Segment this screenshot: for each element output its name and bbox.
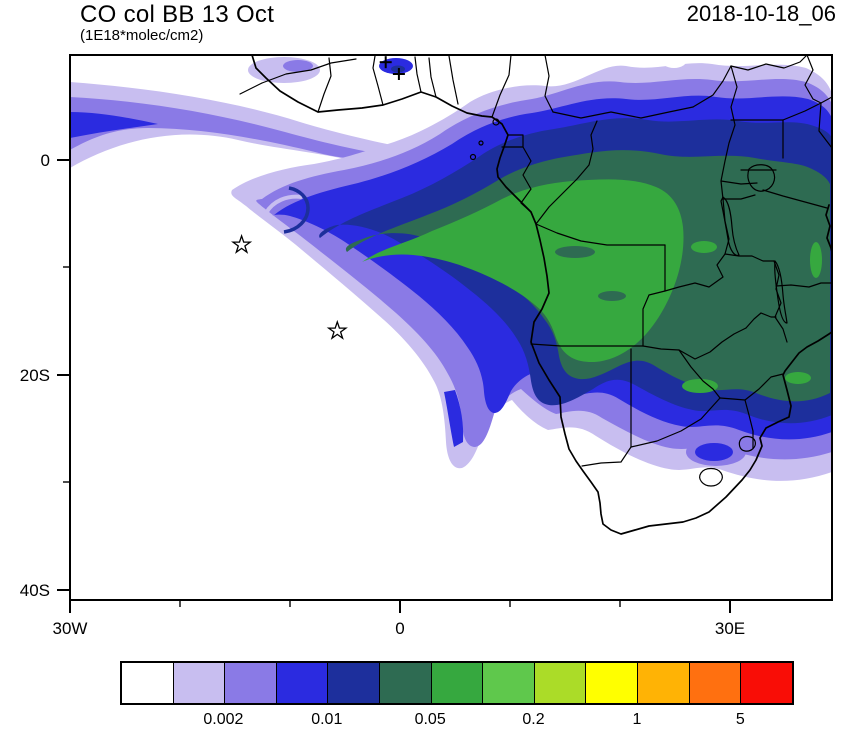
y-tick-label: 20S bbox=[20, 366, 50, 385]
lake-tanganyika bbox=[720, 196, 740, 256]
colorbar-cell bbox=[533, 663, 586, 703]
colorbar-cell bbox=[482, 663, 534, 703]
colorbar-cell bbox=[122, 663, 173, 703]
green-patch bbox=[691, 241, 717, 253]
y-tick-label: 40S bbox=[20, 581, 50, 600]
colorbar-cell bbox=[430, 663, 483, 703]
x-tick-label: 30E bbox=[715, 619, 745, 638]
colorbar-cell bbox=[172, 663, 225, 703]
teal-speckle bbox=[555, 246, 595, 258]
colorbar-cell bbox=[379, 663, 431, 703]
units-label: (1E18*molec/cm2) bbox=[80, 27, 204, 44]
colorbar-cell bbox=[327, 663, 380, 703]
white-gap bbox=[532, 55, 564, 73]
datetime-label: 2018-10-18_06 bbox=[686, 1, 836, 26]
south-africa-patch-inner bbox=[695, 443, 733, 461]
tail-streak bbox=[444, 390, 464, 447]
island-markers bbox=[231, 56, 405, 340]
x-tick-label: 30W bbox=[53, 619, 88, 638]
colorbar-cell bbox=[740, 663, 792, 703]
green-patch bbox=[682, 379, 718, 393]
plot-frame bbox=[69, 54, 833, 601]
lake-victoria bbox=[747, 164, 776, 192]
island-principe bbox=[478, 140, 484, 146]
white-gap bbox=[660, 55, 688, 68]
contour-level6-core bbox=[362, 179, 684, 363]
colorbar-cell bbox=[637, 663, 689, 703]
axis-ticks: 30W 0 30E 0 20S 40S bbox=[20, 151, 745, 638]
border-swaziland bbox=[738, 435, 756, 452]
contour-level3-band bbox=[70, 112, 158, 138]
border-lesotho bbox=[699, 467, 723, 487]
island-sao-tome bbox=[469, 153, 477, 161]
x-tick-label: 0 bbox=[395, 619, 404, 638]
y-tick-label: 0 bbox=[41, 151, 50, 170]
coastline-africa bbox=[251, 55, 832, 535]
star-marker bbox=[231, 233, 253, 254]
page-title: CO col BB 13 Oct bbox=[80, 1, 275, 28]
hook-swirl-dark bbox=[283, 186, 310, 234]
contour-level2-band bbox=[70, 97, 392, 160]
teal-speckle bbox=[598, 291, 626, 301]
lakes bbox=[720, 164, 788, 324]
sahel-patch bbox=[283, 60, 313, 72]
star-marker bbox=[326, 319, 348, 340]
colorbar-cell bbox=[688, 663, 741, 703]
colorbar-cell bbox=[585, 663, 638, 703]
island-bioko bbox=[492, 118, 500, 126]
lake-malawi bbox=[774, 260, 788, 324]
colorbar-cell bbox=[224, 663, 276, 703]
colorbar-cell bbox=[275, 663, 328, 703]
hook-swirl-light bbox=[264, 194, 303, 215]
green-patch bbox=[810, 242, 822, 278]
colorbar bbox=[120, 661, 794, 705]
green-patch bbox=[785, 372, 811, 384]
country-borders bbox=[239, 55, 832, 487]
contour-fills bbox=[70, 55, 832, 481]
